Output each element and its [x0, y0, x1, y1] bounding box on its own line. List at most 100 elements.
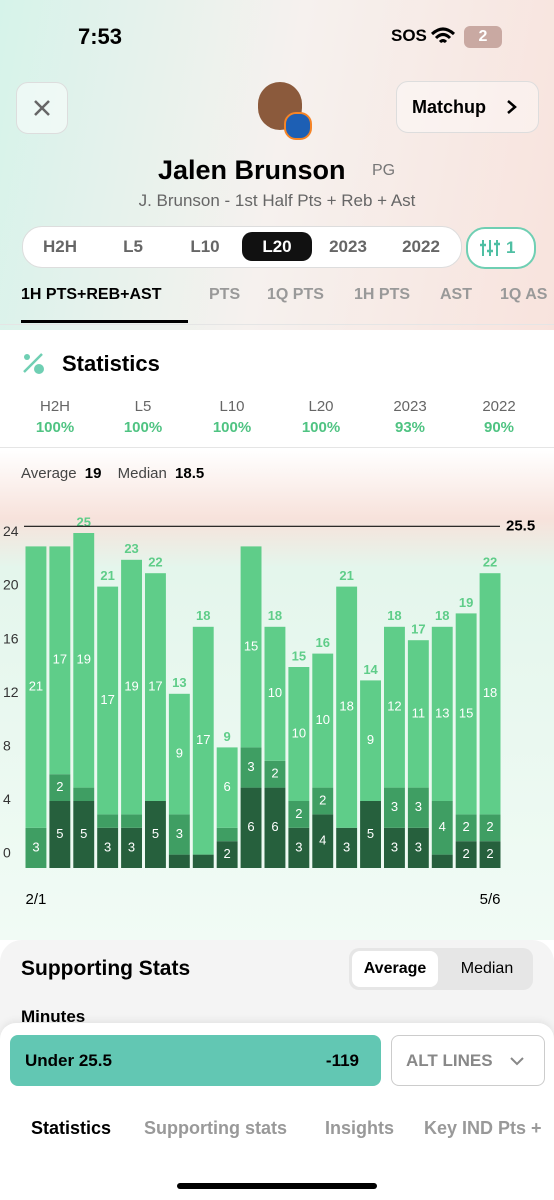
battery: 2 [464, 26, 502, 48]
bar-segment [384, 827, 405, 868]
bar-segment [407, 827, 429, 868]
segment-label: 3 [391, 839, 398, 854]
stat-tab[interactable]: 1Q AS [500, 286, 548, 303]
segment-label: 2 [319, 792, 326, 807]
toggle-option[interactable]: Median [460, 960, 514, 977]
segment-label: 2 [486, 846, 493, 861]
bar-segment [145, 801, 166, 868]
range-tab[interactable]: 2023 [329, 237, 367, 256]
bar-segment [264, 626, 286, 761]
bar-segment [97, 827, 119, 868]
segment-label: 3 [295, 839, 302, 854]
y-tick-label: 24 [3, 523, 19, 539]
segment-label: 18 [339, 699, 353, 714]
total-label: 21 [339, 568, 353, 583]
segment-label: 12 [387, 699, 401, 714]
segment-label: 2 [271, 766, 278, 781]
bottom-tab[interactable]: Key IND Pts + [424, 1118, 542, 1138]
bottom-tab[interactable]: Statistics [31, 1118, 112, 1138]
header-bg [0, 0, 554, 330]
bar-segment [216, 841, 238, 868]
bar-segment [192, 626, 214, 855]
total-label: 13 [172, 675, 186, 690]
total-label: 21 [100, 568, 114, 583]
bottom-tab[interactable]: Supporting stats [144, 1118, 287, 1138]
segment-label: 10 [268, 685, 282, 700]
segment-label: 4 [439, 819, 446, 834]
total-label: 18 [268, 608, 282, 623]
stat-value: 100% [123, 419, 163, 436]
bar-segment [49, 546, 71, 775]
subtitle: J. Brunson - 1st Half Pts + Reb + Ast [138, 191, 416, 210]
segment-label: 2 [463, 846, 470, 861]
stat-tab[interactable]: 1H PTS [354, 286, 411, 303]
total-label: 25 [77, 514, 91, 529]
range-tab[interactable]: L20 [262, 237, 292, 256]
stat-label: L5 [134, 398, 152, 415]
bar-segment [240, 787, 262, 868]
range-tab[interactable]: L10 [190, 237, 220, 256]
bar-segment [240, 546, 262, 748]
wifi-icon [430, 27, 456, 44]
total-label: 22 [148, 555, 162, 570]
bar-segment [336, 586, 358, 828]
alt-lines-button[interactable]: ALT LINES [391, 1035, 545, 1086]
time: 7:53 [78, 24, 123, 49]
median-label: Median [117, 465, 167, 482]
bar-segment [312, 814, 334, 868]
player-name: Jalen Brunson [158, 155, 346, 185]
stat-value: 100% [301, 419, 341, 436]
total-label: 16 [316, 635, 330, 650]
bar-segment [288, 827, 310, 868]
section-title: Statistics [62, 351, 160, 376]
segment-label: 3 [415, 799, 422, 814]
bar-segment [25, 546, 47, 828]
bar-segment [455, 613, 477, 815]
total-label: 18 [435, 608, 449, 623]
bar-segment [168, 814, 190, 855]
stats-icon [23, 353, 44, 374]
range-tab[interactable]: H2H [42, 237, 77, 256]
stat-tab[interactable]: PTS [209, 286, 241, 303]
bet-odds: -119 [325, 1051, 359, 1070]
matchup-button[interactable]: Matchup [396, 81, 539, 133]
segment-label: 9 [367, 732, 374, 747]
toggle-option[interactable]: Average [363, 960, 427, 977]
close-button[interactable] [16, 82, 68, 134]
segment-label: 15 [459, 705, 473, 720]
stat-label: H2H [39, 398, 70, 415]
bar-segment [384, 787, 405, 828]
bar-segment [288, 667, 310, 801]
stat-tab[interactable]: 1H PTS+REB+AST [21, 286, 162, 303]
range-tab[interactable]: 2022 [402, 237, 440, 256]
segment-label: 9 [176, 746, 183, 761]
bar-segment [336, 827, 358, 868]
bar-segment [431, 854, 453, 868]
segment-label: 3 [104, 839, 111, 854]
home-indicator [177, 1183, 377, 1189]
stat-value: 100% [212, 419, 252, 436]
range-tab[interactable]: L5 [123, 237, 143, 256]
bar-segment [360, 801, 381, 868]
segment-label: 6 [224, 779, 231, 794]
sos: SOS [391, 26, 427, 45]
stat-tab[interactable]: AST [440, 286, 472, 303]
segment-label: 17 [100, 692, 114, 707]
bar-segment [240, 747, 262, 788]
segment-label: 19 [77, 652, 91, 667]
bottom-tab[interactable]: Insights [325, 1118, 395, 1138]
toggle-active [352, 951, 438, 987]
stat-label: 2022 [482, 398, 516, 415]
bar-segment [97, 586, 119, 815]
bar-segment [168, 693, 190, 815]
bar-segment [73, 533, 95, 788]
threshold-label: 25.5 [506, 517, 535, 534]
stat-tab[interactable]: 1Q PTS [267, 286, 324, 303]
total-label: 9 [224, 729, 231, 744]
filter-button[interactable]: 1 [466, 227, 536, 269]
segment-label: 21 [29, 679, 43, 694]
stat-value: 100% [35, 419, 75, 436]
bet-button[interactable]: Under 25.5 -119 [10, 1035, 381, 1086]
bar-segment [479, 841, 501, 868]
